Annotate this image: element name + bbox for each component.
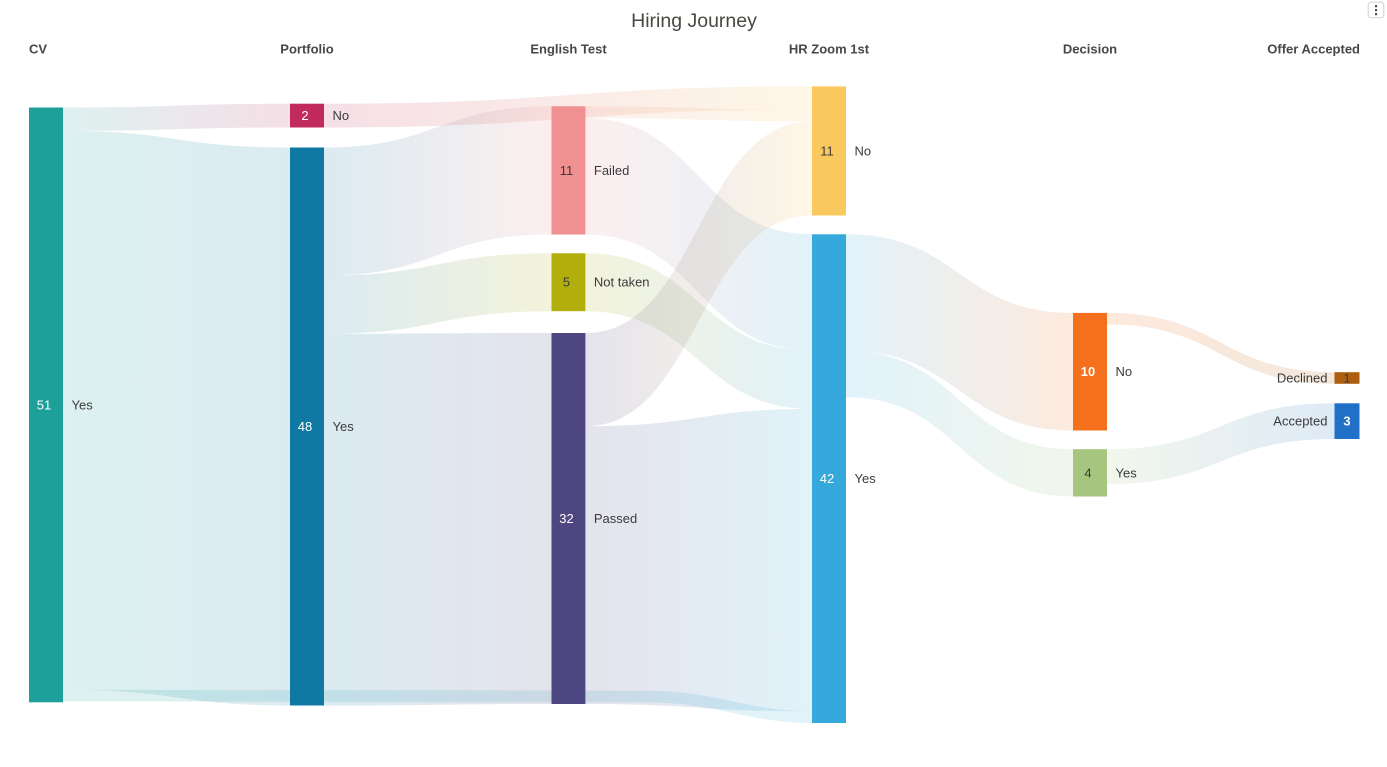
svg-text:Yes: Yes <box>855 471 877 486</box>
svg-text:Declined: Declined <box>1277 371 1328 386</box>
svg-text:10: 10 <box>1081 364 1095 379</box>
svg-text:11: 11 <box>820 143 834 158</box>
svg-text:CV: CV <box>29 42 47 57</box>
svg-text:Portfolio: Portfolio <box>280 42 333 57</box>
svg-text:Yes: Yes <box>72 397 94 412</box>
svg-text:Accepted: Accepted <box>1273 414 1327 429</box>
svg-text:Offer Accepted: Offer Accepted <box>1267 42 1360 57</box>
svg-text:2: 2 <box>301 108 308 123</box>
svg-text:1: 1 <box>1343 371 1350 386</box>
svg-text:No: No <box>855 143 872 158</box>
svg-text:English Test: English Test <box>530 42 607 57</box>
svg-text:Yes: Yes <box>1116 465 1138 480</box>
svg-text:Not taken: Not taken <box>594 275 650 290</box>
svg-text:32: 32 <box>559 511 573 526</box>
svg-text:Yes: Yes <box>333 419 355 434</box>
svg-text:No: No <box>333 108 350 123</box>
svg-text:3: 3 <box>1343 414 1350 429</box>
svg-text:Passed: Passed <box>594 511 637 526</box>
svg-text:HR Zoom 1st: HR Zoom 1st <box>789 42 870 57</box>
svg-text:Decision: Decision <box>1063 42 1117 57</box>
svg-text:51: 51 <box>37 397 51 412</box>
svg-text:48: 48 <box>298 419 312 434</box>
svg-text:4: 4 <box>1084 465 1091 480</box>
svg-text:42: 42 <box>820 471 834 486</box>
svg-text:No: No <box>1116 364 1133 379</box>
svg-text:Failed: Failed <box>594 163 629 178</box>
svg-text:Hiring Journey: Hiring Journey <box>631 10 757 32</box>
svg-text:5: 5 <box>563 275 570 290</box>
svg-text:11: 11 <box>560 163 574 178</box>
